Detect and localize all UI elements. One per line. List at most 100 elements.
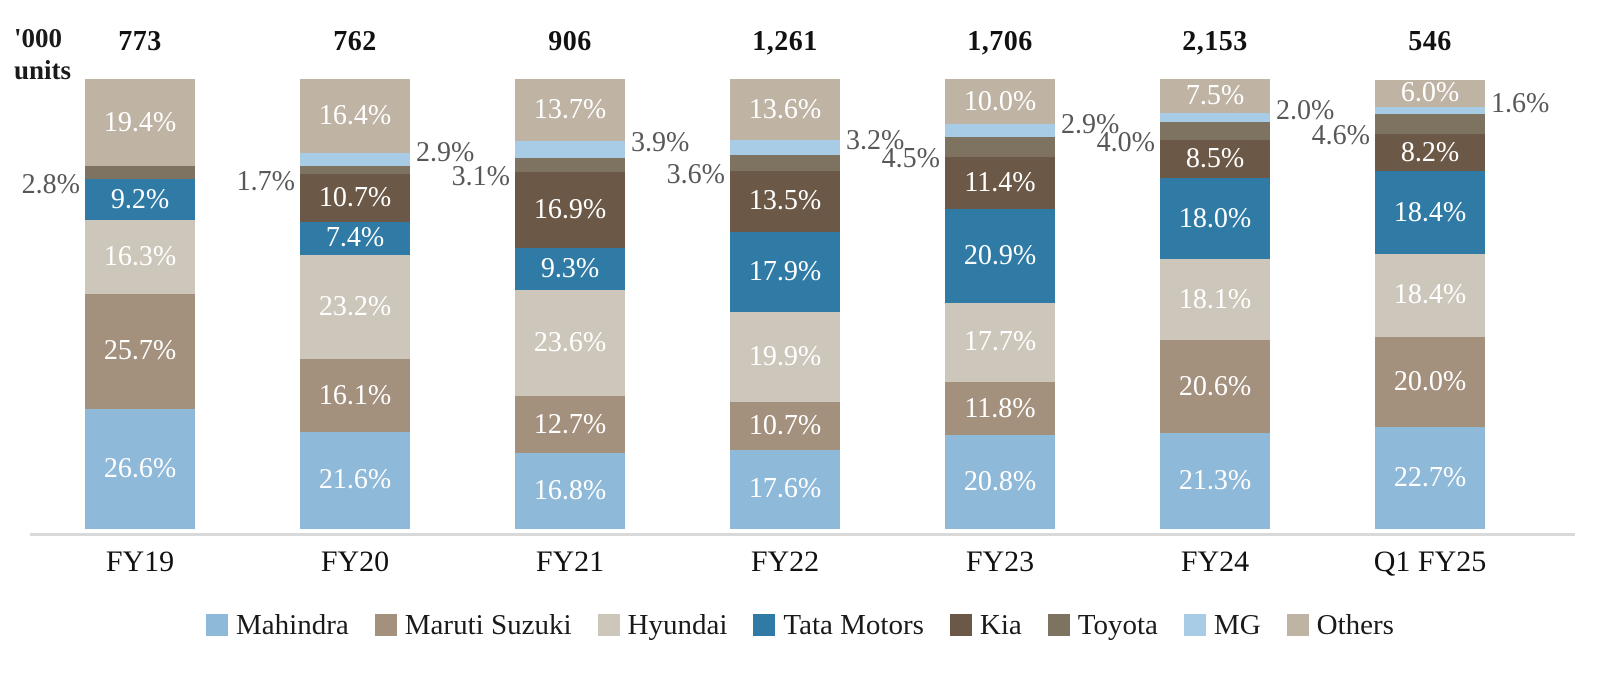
bar-segment-others[interactable]: 13.7% — [515, 79, 625, 141]
segment-value-label: 19.9% — [748, 340, 822, 372]
bar-segment-maruti-suzuki[interactable]: 20.6% — [1160, 340, 1270, 434]
bar-segment-tata-motors[interactable]: 20.9% — [945, 208, 1055, 303]
bar-segment-kia[interactable]: 8.5% — [1160, 139, 1270, 179]
segment-value-label: 19.4% — [103, 106, 177, 138]
bar-segment-kia[interactable]: 16.9% — [515, 172, 625, 249]
plot-area: 773 19.4% 9.2% 16.3% 25.7% 26.6% 2.8% 762 16.4% 1… — [21, 0, 1549, 535]
bar-segment-mahindra[interactable]: 20.8% — [945, 435, 1055, 529]
bar-segment-toyota[interactable] — [515, 158, 625, 173]
bar-segment-maruti-suzuki[interactable]: 10.7% — [730, 401, 840, 450]
segment-value-label: 10.7% — [318, 181, 392, 213]
bar-segment-mahindra[interactable]: 16.8% — [515, 453, 625, 529]
legend-item-maruti-suzuki[interactable]: Maruti Suzuki — [374, 608, 572, 642]
bar-segment-tata-motors[interactable]: 9.3% — [515, 248, 625, 291]
bar-segment-kia[interactable]: 10.7% — [300, 173, 410, 222]
category-label-q1-fy25: Q1 FY25 — [1373, 545, 1487, 578]
bar-segment-hyundai[interactable]: 18.1% — [1160, 259, 1270, 341]
category-label-fy20: FY20 — [320, 545, 390, 578]
legend-item-others[interactable]: Others — [1286, 609, 1394, 642]
bar-segment-toyota[interactable] — [945, 137, 1055, 158]
bar-segment-hyundai[interactable]: 17.7% — [945, 302, 1055, 383]
segment-value-label: 21.3% — [1178, 465, 1252, 497]
bar-group[interactable]: 1,261 13.6% 13.5% 17.9% 19.9% 10.7% 17.6% — [730, 0, 840, 535]
bar-stack: 19.4% 9.2% 16.3% 25.7% 26.6% — [85, 79, 195, 529]
segment-value-label: 13.5% — [748, 185, 822, 217]
bar-segment-toyota[interactable] — [730, 154, 840, 171]
legend-label: Maruti Suzuki — [404, 608, 572, 641]
legend-item-tata-motors[interactable]: Tata Motors — [753, 609, 924, 642]
segment-value-label: 17.9% — [748, 255, 822, 287]
bar-group[interactable]: 762 16.4% 10.7% 7.4% 23.2% 16.1% 21.6% — [300, 0, 410, 535]
bar-segment-hyundai[interactable]: 16.3% — [85, 220, 195, 294]
bar-segment-mg[interactable] — [1375, 106, 1485, 114]
bar-segment-kia[interactable]: 8.2% — [1375, 134, 1485, 172]
bar-segment-maruti-suzuki[interactable]: 20.0% — [1375, 336, 1485, 427]
segment-callout-label-toyota: 2.8% — [21, 168, 80, 200]
legend-swatch-icon — [1183, 614, 1206, 636]
bar-segment-kia[interactable]: 11.4% — [945, 157, 1055, 209]
bar-segment-others[interactable]: 13.6% — [730, 79, 840, 141]
bar-segment-others[interactable]: 16.4% — [300, 79, 410, 153]
segment-callout-label-toyota: 4.6% — [1311, 119, 1370, 151]
bar-segment-others[interactable]: 10.0% — [945, 79, 1055, 125]
bar-segment-others[interactable]: 6.0% — [1375, 77, 1485, 108]
legend-item-hyundai[interactable]: Hyundai — [597, 608, 728, 642]
bar-segment-mahindra[interactable]: 17.6% — [730, 449, 840, 529]
bar-segment-tata-motors[interactable]: 9.2% — [85, 178, 195, 221]
bar-segment-tata-motors[interactable]: 18.4% — [1375, 171, 1485, 255]
bar-group[interactable]: 546 6.0% 8.2% 18.4% 18.4% 20.0% 22.7% — [1375, 0, 1485, 535]
category-label-fy24: FY24 — [1180, 545, 1250, 578]
bar-segment-toyota[interactable] — [300, 165, 410, 174]
segment-value-label: 18.4% — [1393, 279, 1467, 311]
segment-value-label: 6.0% — [1400, 77, 1460, 108]
bar-segment-tata-motors[interactable]: 17.9% — [730, 231, 840, 313]
bar-segment-maruti-suzuki[interactable]: 25.7% — [85, 293, 195, 410]
segment-value-label: 16.4% — [318, 99, 392, 131]
category-axis-labels: FY19 FY20 FY21 FY22 FY23 FY24 Q1 FY25 — [0, 545, 1600, 593]
bar-total-label: 2,153 — [1182, 26, 1248, 57]
bar-segment-maruti-suzuki[interactable]: 16.1% — [300, 359, 410, 432]
legend-swatch-icon — [374, 614, 397, 636]
segment-value-label: 11.4% — [964, 166, 1036, 198]
bar-segment-others[interactable]: 7.5% — [1160, 79, 1270, 113]
legend-item-kia[interactable]: Kia — [949, 609, 1022, 642]
bar-segment-tata-motors[interactable]: 18.0% — [1160, 178, 1270, 260]
bar-segment-toyota[interactable] — [1375, 113, 1485, 135]
bar-segment-mg[interactable] — [515, 140, 625, 159]
segment-value-label: 9.3% — [540, 253, 600, 285]
bar-segment-maruti-suzuki[interactable]: 12.7% — [515, 396, 625, 454]
legend-item-toyota[interactable]: Toyota — [1047, 609, 1158, 642]
bar-segment-maruti-suzuki[interactable]: 11.8% — [945, 382, 1055, 436]
bar-segment-hyundai[interactable]: 19.9% — [730, 312, 840, 402]
bar-segment-mg[interactable] — [300, 152, 410, 166]
bar-segment-hyundai[interactable]: 23.6% — [515, 290, 625, 397]
bar-group[interactable]: 1,706 10.0% 11.4% 20.9% 17.7% 11.8% 20.8% — [945, 0, 1055, 535]
bar-segment-toyota[interactable] — [85, 166, 195, 179]
category-label-fy19: FY19 — [105, 545, 175, 578]
bar-total-label: 773 — [118, 26, 162, 57]
legend-item-mahindra[interactable]: Mahindra — [206, 609, 349, 642]
legend-item-mg[interactable]: MG — [1183, 609, 1261, 642]
bar-segment-others[interactable]: 19.4% — [85, 79, 195, 167]
bar-segment-mg[interactable] — [1160, 112, 1270, 122]
bar-segment-toyota[interactable] — [1160, 121, 1270, 140]
segment-value-label: 23.6% — [533, 327, 607, 359]
segment-value-label: 13.6% — [748, 93, 822, 125]
bar-group[interactable]: 906 13.7% 16.9% 9.3% 23.6% 12.7% 16.8% — [515, 0, 625, 535]
bar-segment-mahindra[interactable]: 22.7% — [1375, 426, 1485, 529]
bar-segment-mahindra[interactable]: 26.6% — [85, 409, 195, 529]
bar-segment-tata-motors[interactable]: 7.4% — [300, 221, 410, 255]
segment-callout-label-toyota: 3.1% — [451, 161, 510, 193]
bar-segment-kia[interactable]: 13.5% — [730, 170, 840, 232]
bar-group[interactable]: 2,153 7.5% 8.5% 18.0% 18.1% 20.6% 21.3% — [1160, 0, 1270, 535]
bar-segment-mahindra[interactable]: 21.3% — [1160, 433, 1270, 529]
bar-segment-mahindra[interactable]: 21.6% — [300, 431, 410, 529]
bar-segment-hyundai[interactable]: 18.4% — [1375, 254, 1485, 337]
bar-group[interactable]: 773 19.4% 9.2% 16.3% 25.7% 26.6% — [85, 0, 195, 535]
bar-segment-mg[interactable] — [730, 140, 840, 155]
bar-segment-mg[interactable] — [945, 124, 1055, 138]
bar-segment-hyundai[interactable]: 23.2% — [300, 254, 410, 360]
category-axis-line — [30, 533, 1575, 536]
segment-value-label: 18.0% — [1178, 202, 1252, 234]
legend-label: Hyundai — [627, 608, 728, 641]
